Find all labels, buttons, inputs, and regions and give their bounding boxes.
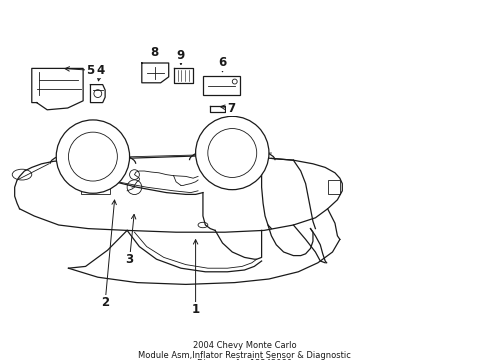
Text: 4: 4: [96, 64, 104, 77]
Text: 2: 2: [101, 296, 109, 309]
Circle shape: [94, 90, 102, 98]
Bar: [203, 76, 239, 95]
Circle shape: [195, 116, 268, 190]
Circle shape: [232, 79, 237, 84]
Text: 6: 6: [218, 57, 226, 69]
Circle shape: [68, 132, 117, 181]
Circle shape: [127, 180, 142, 194]
Circle shape: [56, 120, 129, 193]
Text: 8: 8: [150, 46, 158, 59]
Bar: [81, 178, 110, 194]
Text: 5: 5: [86, 64, 94, 77]
Text: Module Asm,Inflator Restraint Sensor & Diagnostic: Module Asm,Inflator Restraint Sensor & D…: [138, 351, 350, 360]
Bar: [327, 180, 339, 194]
Text: 9: 9: [177, 49, 184, 62]
Circle shape: [129, 170, 139, 180]
Text: 7: 7: [227, 102, 235, 114]
Text: 1: 1: [191, 303, 199, 316]
Circle shape: [207, 129, 256, 177]
Text: 2004 Chevy Monte Carlo: 2004 Chevy Monte Carlo: [192, 342, 296, 351]
Text: 3: 3: [125, 253, 133, 266]
Ellipse shape: [198, 222, 207, 228]
